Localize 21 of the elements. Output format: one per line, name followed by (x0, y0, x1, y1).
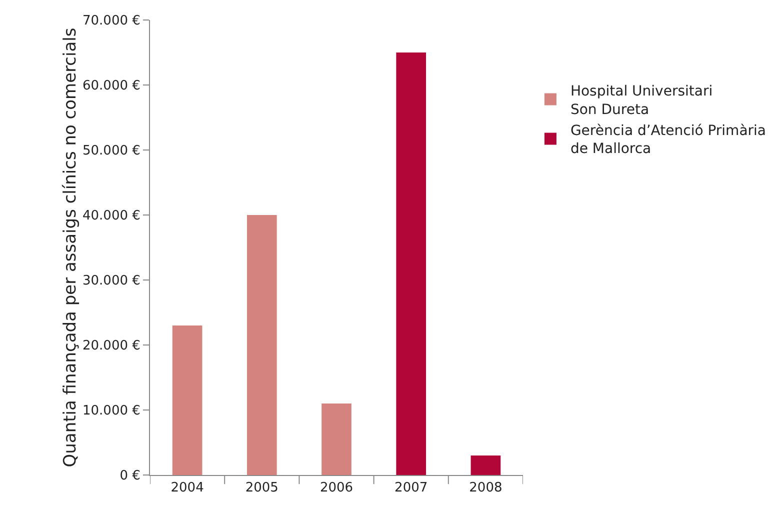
bar (470, 456, 501, 475)
y-axis-title: Quantia finançada per assaigs clínics no comercials (60, 28, 81, 468)
y-tick-label: 40.000 € (82, 208, 140, 224)
bar (322, 404, 352, 475)
y-tick-label: 0 € (120, 468, 140, 484)
x-tick-label: 2005 (245, 480, 278, 496)
y-tick-label: 20.000 € (82, 338, 140, 354)
y-tick-label: 70.000 € (82, 14, 140, 29)
x-tick-label: 2008 (469, 480, 502, 496)
y-tick-label: 60.000 € (82, 78, 140, 94)
bar (246, 215, 277, 475)
y-tick-label: 50.000 € (82, 144, 140, 159)
bar (172, 326, 202, 475)
y-tick-label: 10.000 € (82, 404, 140, 419)
x-tick-label: 2004 (170, 480, 204, 496)
legend-label: Hospital Universitari Son Dureta (570, 84, 713, 118)
y-tick-label: 30.000 € (82, 274, 140, 289)
legend-label: Gerència d’Atenció Primària de Mallorca (570, 123, 766, 158)
x-tick-label: 2006 (320, 480, 354, 496)
x-tick-label: 2007 (394, 480, 428, 496)
bar (396, 52, 426, 475)
